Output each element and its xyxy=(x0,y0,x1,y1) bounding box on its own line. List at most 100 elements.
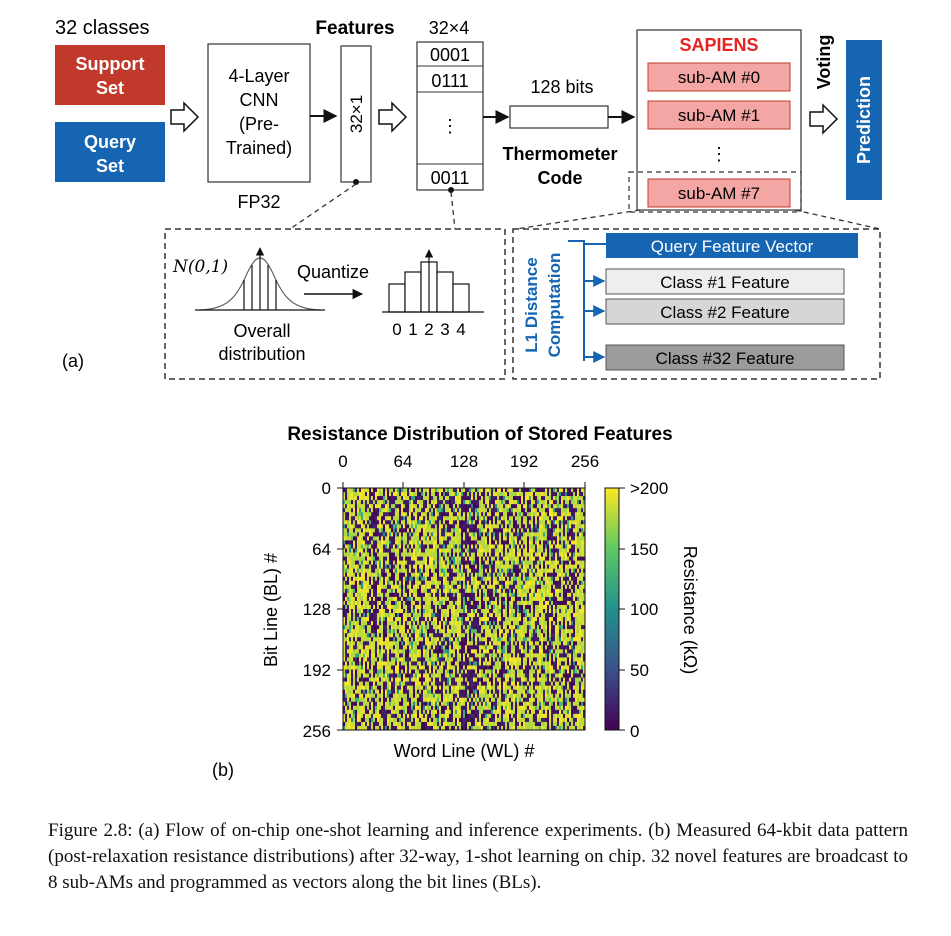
heatmap-cell xyxy=(351,548,354,553)
heatmap-cell xyxy=(379,556,382,561)
heatmap-cell xyxy=(461,661,464,666)
heatmap-cell xyxy=(347,604,350,610)
heatmap-cell xyxy=(395,528,398,533)
heatmap-cell xyxy=(449,657,452,662)
heatmap-cell xyxy=(367,677,370,682)
heatmap-cell xyxy=(381,544,384,549)
heatmap-cell xyxy=(489,532,492,537)
heatmap-cell xyxy=(397,512,400,517)
heatmap-cell xyxy=(477,693,480,699)
heatmap-cell xyxy=(471,705,474,711)
heatmap-cell xyxy=(491,512,494,517)
heatmap-cell xyxy=(467,657,470,662)
heatmap-cell xyxy=(449,504,452,509)
heatmap-cell xyxy=(459,492,462,497)
heatmap-cell xyxy=(371,544,374,549)
heatmap-cell xyxy=(409,500,412,505)
heatmap-cell xyxy=(385,576,388,582)
heatmap-cell xyxy=(453,556,456,561)
heatmap-cell xyxy=(433,508,436,513)
heatmap-cell xyxy=(435,713,438,719)
heatmap-cell xyxy=(403,673,406,678)
heatmap-cell xyxy=(437,625,440,630)
heatmap-cell xyxy=(473,693,476,699)
heatmap-cell xyxy=(491,609,494,614)
heatmap-cell xyxy=(425,536,428,541)
heatmap-cell xyxy=(415,568,418,573)
heatmap-cell xyxy=(469,677,472,682)
heatmap-cell xyxy=(421,516,424,521)
heatmap-cell xyxy=(479,604,482,610)
heatmap-cell xyxy=(467,572,470,578)
heatmap-cell xyxy=(361,633,364,638)
heatmap-cell xyxy=(351,677,354,682)
heatmap-cell xyxy=(479,701,482,707)
heatmap-cell xyxy=(365,677,368,682)
heatmap-cell xyxy=(371,609,374,614)
heatmap-cell xyxy=(505,592,508,598)
heatmap-cell xyxy=(503,641,506,646)
heatmap-cell xyxy=(371,536,374,541)
heatmap-cell xyxy=(373,609,376,614)
heatmap-cell xyxy=(495,576,498,582)
heatmap-cell xyxy=(451,617,454,622)
heatmap-cell xyxy=(461,556,464,561)
heatmap-cell xyxy=(489,649,492,654)
heatmap-cell xyxy=(495,649,498,654)
heatmap-cell xyxy=(359,544,362,549)
heatmap-cell xyxy=(351,693,354,699)
heatmap-cell xyxy=(365,596,368,602)
heatmap-cell xyxy=(397,504,400,509)
heatmap-cell xyxy=(387,600,390,606)
heatmap-cell xyxy=(389,580,392,586)
heatmap-cell xyxy=(483,681,486,686)
heatmap-cell xyxy=(505,516,508,521)
heatmap-cell xyxy=(383,645,386,650)
heatmap-cell xyxy=(399,552,402,557)
heatmap-cell xyxy=(431,544,434,549)
heatmap-cell xyxy=(391,576,394,582)
heatmap-cell xyxy=(463,504,466,509)
heatmap-cell xyxy=(369,609,372,614)
heatmap-cell xyxy=(405,725,408,731)
heatmap-cell xyxy=(381,657,384,662)
heatmap-cell xyxy=(359,496,362,501)
hist-bar xyxy=(452,283,470,313)
heatmap-cell xyxy=(381,701,384,707)
heatmap-cell xyxy=(369,665,372,670)
heatmap-cell xyxy=(355,508,358,513)
heatmap-cell xyxy=(377,516,380,521)
heatmap-cell xyxy=(403,725,406,731)
heatmap-cell xyxy=(389,528,392,533)
heatmap-cell xyxy=(441,625,444,630)
heatmap-cell xyxy=(417,588,420,594)
heatmap-cell xyxy=(359,661,362,666)
heatmap-cell xyxy=(441,564,444,569)
heatmap-cell xyxy=(353,713,356,719)
heatmap-cell xyxy=(437,548,440,553)
heatmap-cell xyxy=(365,613,368,618)
heatmap-cell xyxy=(451,657,454,662)
class-2-label: Class #2 Feature xyxy=(660,303,789,322)
heatmap-cell xyxy=(345,713,348,719)
heatmap-cell xyxy=(443,633,446,638)
heatmap-cell xyxy=(501,568,504,573)
heatmap-cell xyxy=(403,657,406,662)
heatmap-cell xyxy=(373,584,376,590)
heatmap-cell xyxy=(487,721,490,727)
heatmap-cell xyxy=(451,721,454,727)
heatmap-cell xyxy=(487,524,490,529)
heatmap-cell xyxy=(411,721,414,727)
heatmap-cell xyxy=(357,673,360,678)
heatmap-cell xyxy=(497,588,500,594)
heatmap-cell xyxy=(455,653,458,658)
heatmap-cell xyxy=(399,560,402,565)
heatmap-cell xyxy=(393,588,396,594)
heatmap-cell xyxy=(385,653,388,658)
heatmap-cell xyxy=(345,697,348,703)
heatmap-cell xyxy=(483,524,486,529)
heatmap-cell xyxy=(503,637,506,642)
heatmap-cell xyxy=(355,604,358,610)
heatmap-cell xyxy=(421,693,424,699)
heatmap-cell xyxy=(377,544,380,549)
